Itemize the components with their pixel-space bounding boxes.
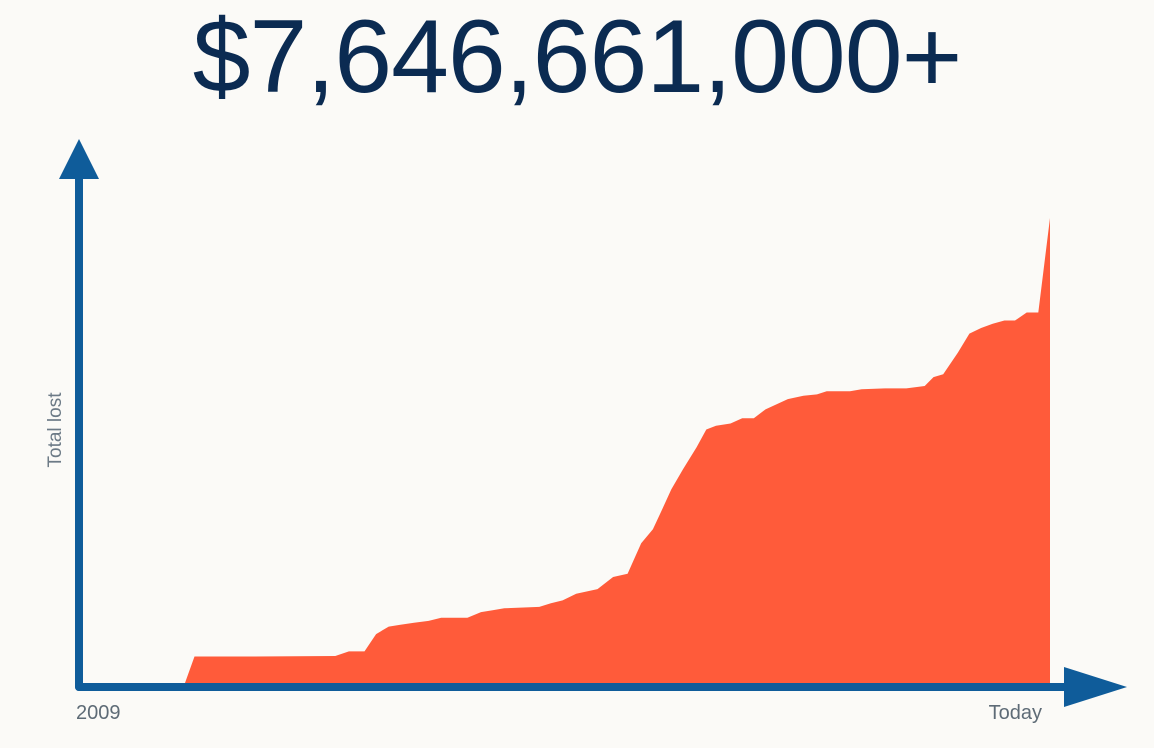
total-lost-area bbox=[79, 218, 1050, 686]
y-axis-label: Total lost bbox=[45, 392, 66, 468]
x-axis-arrow-icon bbox=[1064, 667, 1127, 707]
x-tick-label-end: Today bbox=[989, 702, 1042, 724]
headline-total-lost: $7,646,661,000+ bbox=[192, 0, 963, 115]
x-tick-label-start: 2009 bbox=[76, 702, 121, 724]
y-axis-arrow-icon bbox=[59, 139, 99, 179]
area-layer bbox=[79, 218, 1050, 686]
